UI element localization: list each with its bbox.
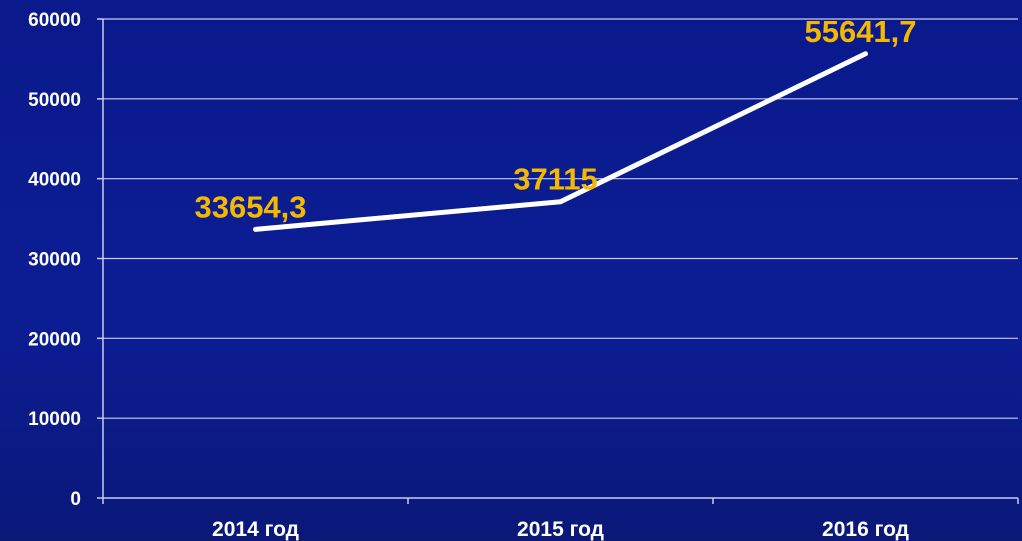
- data-labels: 33654,3 37115 55641,7: [194, 14, 916, 225]
- y-tick-label: 20000: [28, 329, 81, 350]
- y-tick-label: 10000: [28, 409, 81, 430]
- gridlines: [103, 18, 1018, 419]
- y-tick-label: 0: [70, 489, 81, 510]
- y-tick-label: 30000: [28, 250, 81, 271]
- x-axis-tick-labels: 2014 год 2015 год 2016 год: [212, 518, 909, 541]
- data-label: 55641,7: [804, 14, 916, 49]
- y-tick-label: 60000: [28, 10, 81, 31]
- x-tick-label: 2014 год: [212, 518, 299, 541]
- series: [253, 51, 868, 232]
- x-tick-label: 2016 год: [822, 518, 909, 541]
- y-tick-label: 40000: [28, 170, 81, 191]
- axes: [97, 18, 1019, 504]
- data-label: 37115: [513, 162, 598, 197]
- y-axis-tick-labels: 0 10000 20000 30000 40000 50000 60000: [28, 10, 81, 510]
- y-tick-label: 50000: [28, 90, 81, 111]
- x-tick-label: 2015 год: [517, 518, 604, 541]
- data-label: 33654,3: [194, 189, 306, 224]
- series-line: [253, 51, 868, 232]
